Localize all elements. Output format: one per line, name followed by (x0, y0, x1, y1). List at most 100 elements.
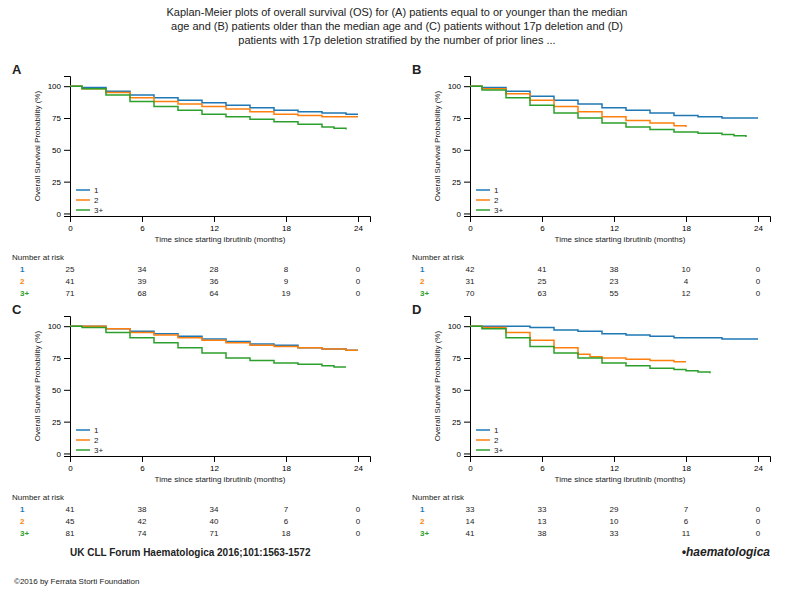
x-axis-title: Time since starting ibrutinib (months) (155, 235, 286, 244)
x-tick: 12 (610, 456, 619, 473)
y-tick-label: 100 (448, 82, 462, 91)
x-tick-mark (686, 456, 687, 462)
survival-curve (70, 326, 358, 350)
x-tick: 12 (210, 216, 219, 233)
x-tick: 6 (140, 216, 145, 233)
legend-entry: 3+ (76, 446, 103, 455)
y-tick-mark (464, 453, 470, 454)
y-axis: 0255075100 (448, 317, 471, 459)
x-tick-mark (214, 216, 215, 222)
x-tick: 24 (754, 456, 763, 473)
survival-curve (70, 86, 358, 117)
y-tick-label: 50 (452, 146, 461, 155)
legend-entry: 3+ (476, 206, 503, 215)
legend-swatch (476, 189, 490, 191)
y-tick-mark (464, 150, 470, 151)
x-tick-label: 12 (610, 224, 619, 233)
survival-curve (70, 86, 346, 129)
at-risk-count: 38 (138, 505, 147, 514)
x-tick-mark (142, 216, 143, 222)
at-risk-count: 45 (66, 517, 75, 526)
x-tick-mark (286, 456, 287, 462)
y-tick: 75 (52, 114, 70, 123)
panel-label: A (12, 62, 22, 77)
legend-entry: 3+ (476, 446, 503, 455)
panel: 061218240255075100Time since starting ib… (12, 62, 371, 298)
x-tick: 6 (140, 456, 145, 473)
at-risk-table: Number at risk1253428802413936903+716864… (12, 253, 361, 298)
curves (70, 86, 358, 129)
at-risk-count: 31 (466, 277, 475, 286)
y-tick: 25 (52, 418, 70, 427)
panel: 061218240255075100Time since starting ib… (12, 302, 371, 538)
at-risk-count: 38 (610, 265, 619, 274)
x-tick-label: 0 (468, 464, 473, 473)
y-tick: 50 (52, 386, 70, 395)
legend-label: 2 (94, 436, 99, 445)
at-risk-count: 19 (282, 289, 291, 298)
at-risk-count: 7 (284, 505, 289, 514)
x-tick: 18 (682, 216, 691, 233)
y-axis-line (64, 317, 71, 457)
at-risk-row-label: 2 (20, 517, 25, 526)
at-risk-count: 33 (466, 505, 475, 514)
legend: 123+ (476, 186, 503, 215)
y-tick: 100 (448, 82, 470, 91)
x-tick-label: 6 (540, 224, 545, 233)
y-axis: 0255075100 (48, 77, 71, 219)
x-tick-label: 18 (282, 224, 291, 233)
y-axis: 0255075100 (48, 317, 71, 459)
x-tick-mark (214, 456, 215, 462)
at-risk-count: 33 (538, 505, 547, 514)
legend-swatch (476, 429, 490, 431)
x-tick-label: 24 (354, 464, 363, 473)
x-axis-line (71, 457, 371, 463)
at-risk-count: 25 (66, 265, 75, 274)
y-axis-title: Overall Survival Probability (%) (433, 91, 442, 202)
at-risk-title: Number at risk (12, 493, 65, 502)
y-tick-label: 25 (52, 418, 61, 427)
legend-label: 1 (94, 186, 99, 195)
at-risk-count: 4 (684, 277, 689, 286)
x-tick: 12 (210, 456, 219, 473)
y-axis-title: Overall Survival Probability (%) (433, 331, 442, 442)
y-tick-label: 75 (452, 114, 461, 123)
y-tick: 50 (52, 146, 70, 155)
at-risk-count: 10 (610, 517, 619, 526)
y-tick-label: 0 (457, 450, 462, 459)
y-axis-title: Overall Survival Probability (%) (33, 331, 42, 442)
legend-entry: 2 (476, 436, 499, 445)
at-risk-count: 25 (538, 277, 547, 286)
at-risk-table: Number at risk1333329702141310603+413833… (412, 493, 761, 538)
x-axis: 06121824 (68, 216, 370, 233)
y-tick-label: 25 (452, 178, 461, 187)
branding: •haematologica (682, 545, 771, 559)
x-tick-label: 18 (282, 464, 291, 473)
survival-curve (470, 86, 758, 118)
at-risk-count: 0 (356, 277, 361, 286)
x-tick: 12 (610, 216, 619, 233)
y-tick-mark (64, 358, 70, 359)
panel-label: D (412, 302, 421, 317)
at-risk-count: 6 (284, 517, 289, 526)
panel-label: B (412, 62, 421, 77)
at-risk-count: 71 (66, 289, 75, 298)
y-axis: 0255075100 (448, 77, 471, 219)
y-tick-mark (64, 118, 70, 119)
x-axis-line (71, 217, 371, 223)
legend-entry: 3+ (76, 206, 103, 215)
at-risk-count: 68 (138, 289, 147, 298)
at-risk-title: Number at risk (412, 493, 465, 502)
y-tick: 25 (52, 178, 70, 187)
at-risk-count: 42 (138, 517, 147, 526)
legend-swatch (76, 429, 90, 431)
legend-label: 2 (494, 196, 499, 205)
at-risk-count: 63 (538, 289, 547, 298)
at-risk-count: 0 (756, 517, 761, 526)
y-tick: 75 (452, 114, 470, 123)
at-risk-count: 29 (610, 505, 619, 514)
y-tick-mark (464, 422, 470, 423)
at-risk-count: 64 (210, 289, 219, 298)
at-risk-count: 13 (538, 517, 547, 526)
legend: 123+ (76, 186, 103, 215)
